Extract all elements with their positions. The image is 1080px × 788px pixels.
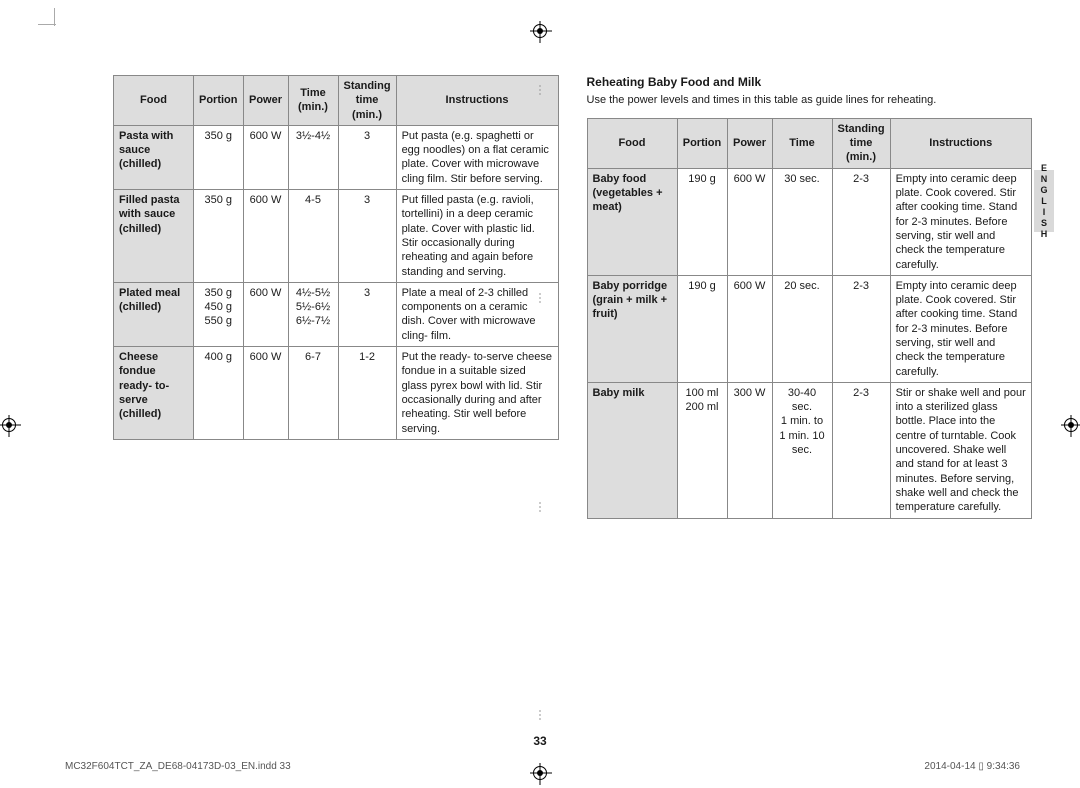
cell-food: Cheese fondue ready- to-serve (chilled) xyxy=(114,347,194,440)
cell-power: 600 W xyxy=(727,275,772,382)
cell-time: 30 sec. xyxy=(772,168,832,275)
cell-instructions: Put filled pasta (e.g. ravioli, tortelli… xyxy=(396,190,558,283)
th-time: Time (min.) xyxy=(288,76,338,126)
table-row: Baby milk100 ml200 ml300 W30-40 sec.1 mi… xyxy=(587,382,1032,518)
baby-food-heading: Reheating Baby Food and Milk xyxy=(587,75,1033,89)
reheating-food-table: Food Portion Power Time (min.) Standing … xyxy=(113,75,559,440)
cell-standing: 3 xyxy=(338,282,396,346)
cell-instructions: Put the ready- to-serve cheese fondue in… xyxy=(396,347,558,440)
th-standing: Standing time (min.) xyxy=(338,76,396,126)
cell-portion: 190 g xyxy=(677,168,727,275)
table-row: Baby porridge (grain + milk + fruit)190 … xyxy=(587,275,1032,382)
cell-time: 20 sec. xyxy=(772,275,832,382)
baby-food-table: Food Portion Power Time Standing time (m… xyxy=(587,118,1033,519)
cell-portion: 350 g xyxy=(194,125,244,189)
th-portion: Portion xyxy=(677,118,727,168)
footer-file: MC32F604TCT_ZA_DE68-04173D-03_EN.indd 33 xyxy=(65,761,291,772)
cell-standing: 3 xyxy=(338,190,396,283)
footer-timestamp: 2014-04-14 ▯ 9:34:36 xyxy=(924,761,1020,772)
registration-mark-top xyxy=(533,24,547,38)
cell-instructions: Put pasta (e.g. spaghetti or egg noodles… xyxy=(396,125,558,189)
cell-power: 600 W xyxy=(243,347,288,440)
th-food: Food xyxy=(587,118,677,168)
registration-mark-right xyxy=(1064,418,1078,432)
cell-food: Pasta with sauce (chilled) xyxy=(114,125,194,189)
cell-power: 600 W xyxy=(243,190,288,283)
cell-time: 4-5 xyxy=(288,190,338,283)
cell-standing: 3 xyxy=(338,125,396,189)
th-standing: Standing time (min.) xyxy=(832,118,890,168)
cell-standing: 2-3 xyxy=(832,168,890,275)
cell-time: 6-7 xyxy=(288,347,338,440)
th-instructions: Instructions xyxy=(396,76,558,126)
th-power: Power xyxy=(243,76,288,126)
baby-food-intro: Use the power levels and times in this t… xyxy=(587,93,1033,108)
footer: MC32F604TCT_ZA_DE68-04173D-03_EN.indd 33… xyxy=(65,761,1020,772)
left-column: Food Portion Power Time (min.) Standing … xyxy=(48,75,559,715)
cell-standing: 2-3 xyxy=(832,382,890,518)
cell-power: 300 W xyxy=(727,382,772,518)
language-tab-text: ENGLISH xyxy=(1039,163,1049,240)
cell-food: Baby food (vegetables + meat) xyxy=(587,168,677,275)
cell-portion: 350 g xyxy=(194,190,244,283)
cell-portion: 350 g450 g550 g xyxy=(194,282,244,346)
column-divider xyxy=(540,85,541,720)
th-food: Food xyxy=(114,76,194,126)
table-row: Cheese fondue ready- to-serve (chilled)4… xyxy=(114,347,559,440)
cell-power: 600 W xyxy=(727,168,772,275)
cell-instructions: Empty into ceramic deep plate. Cook cove… xyxy=(890,168,1031,275)
page-number: 33 xyxy=(533,734,546,748)
cell-time: 30-40 sec.1 min. to 1 min. 10 sec. xyxy=(772,382,832,518)
cell-food: Plated meal (chilled) xyxy=(114,282,194,346)
cell-portion: 190 g xyxy=(677,275,727,382)
cell-standing: 2-3 xyxy=(832,275,890,382)
th-portion: Portion xyxy=(194,76,244,126)
cell-instructions: Empty into ceramic deep plate. Cook cove… xyxy=(890,275,1031,382)
cell-food: Filled pasta with sauce (chilled) xyxy=(114,190,194,283)
cell-portion: 400 g xyxy=(194,347,244,440)
th-time: Time xyxy=(772,118,832,168)
registration-mark-left xyxy=(2,418,16,432)
language-tab: ENGLISH xyxy=(1034,170,1054,232)
cell-food: Baby milk xyxy=(587,382,677,518)
cell-power: 600 W xyxy=(243,125,288,189)
cell-time: 3½-4½ xyxy=(288,125,338,189)
th-instructions: Instructions xyxy=(890,118,1031,168)
cell-instructions: Plate a meal of 2-3 chilled components o… xyxy=(396,282,558,346)
table-row: Plated meal (chilled)350 g450 g550 g600 … xyxy=(114,282,559,346)
cell-standing: 1-2 xyxy=(338,347,396,440)
table-row: Pasta with sauce (chilled)350 g600 W3½-4… xyxy=(114,125,559,189)
cell-time: 4½-5½5½-6½6½-7½ xyxy=(288,282,338,346)
cell-instructions: Stir or shake well and pour into a steri… xyxy=(890,382,1031,518)
cell-food: Baby porridge (grain + milk + fruit) xyxy=(587,275,677,382)
th-power: Power xyxy=(727,118,772,168)
cell-portion: 100 ml200 ml xyxy=(677,382,727,518)
table-row: Filled pasta with sauce (chilled)350 g60… xyxy=(114,190,559,283)
table-row: Baby food (vegetables + meat)190 g600 W3… xyxy=(587,168,1032,275)
cell-power: 600 W xyxy=(243,282,288,346)
right-column: Reheating Baby Food and Milk Use the pow… xyxy=(587,75,1033,715)
